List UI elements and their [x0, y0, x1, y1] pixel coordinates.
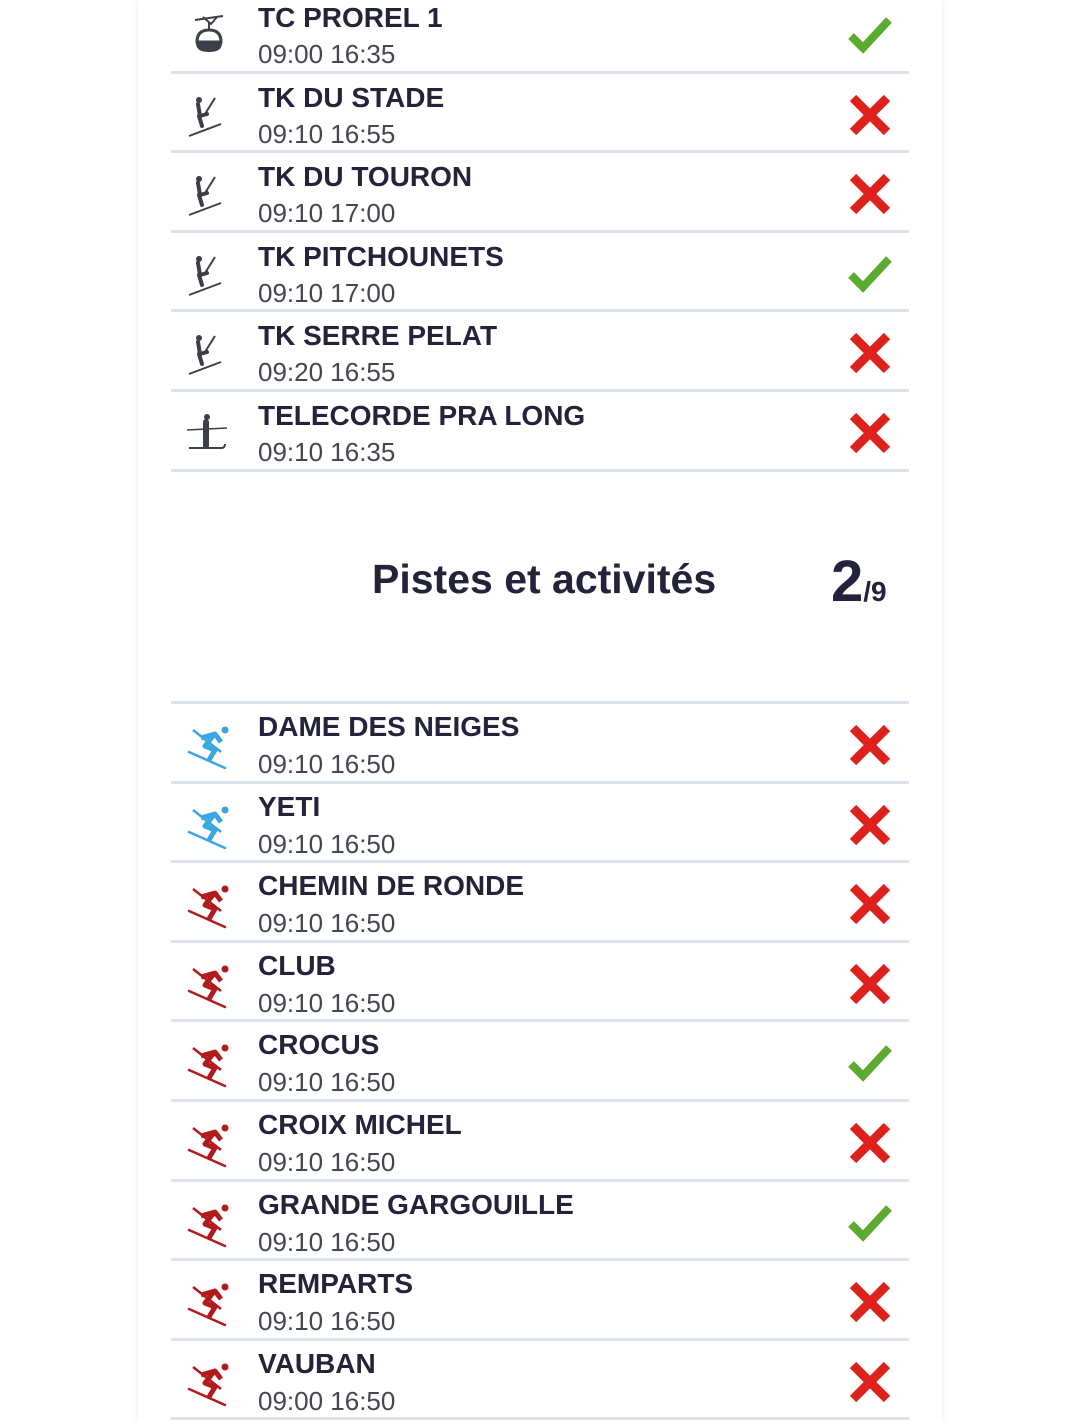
item-name: TK SERRE PELAT	[258, 320, 498, 352]
status-card	[138, 0, 942, 1421]
item-hours: 09:00 16:35	[258, 39, 396, 69]
list-item[interactable]: CHEMIN DE RONDE 09:10 16:50	[171, 863, 909, 943]
open-check-icon	[847, 1040, 893, 1086]
list-item[interactable]: CROCUS 09:10 16:50	[171, 1022, 909, 1102]
item-name: TK DU STADE	[258, 81, 445, 113]
item-name: CHEMIN DE RONDE	[258, 870, 525, 902]
item-hours: 09:10 17:00	[258, 198, 396, 229]
skier-icon	[185, 881, 233, 929]
skier-icon	[185, 1120, 233, 1168]
list-item[interactable]: TK DU STADE 09:10 16:55	[171, 74, 909, 154]
list-item[interactable]: TK SERRE PELAT 09:20 16:55	[171, 312, 909, 392]
item-name: GRANDE GARGOUILLE	[258, 1188, 574, 1220]
open-check-icon	[847, 1200, 893, 1246]
section-title: Pistes et activités	[372, 556, 717, 602]
item-hours: 09:10 16:50	[258, 1306, 396, 1337]
closed-cross-icon	[847, 171, 893, 217]
item-hours: 09:10 16:50	[258, 749, 396, 779]
list-item[interactable]: REMPARTS 09:10 16:50	[171, 1261, 909, 1341]
closed-cross-icon	[847, 881, 893, 927]
item-hours: 09:10 16:50	[258, 1067, 396, 1098]
open-check-icon	[847, 251, 893, 297]
list-item[interactable]: TK PITCHOUNETS 09:10 17:00	[171, 233, 909, 313]
list-item[interactable]: DAME DES NEIGES 09:10 16:50	[171, 704, 909, 784]
closed-cross-icon	[847, 802, 893, 848]
skier-icon	[185, 1200, 233, 1248]
item-name: CROIX MICHEL	[258, 1108, 462, 1140]
item-hours: 09:10 16:55	[258, 118, 396, 149]
gondola-icon	[185, 12, 233, 60]
item-name: TC PROREL 1	[258, 2, 443, 33]
lifts-list: TC PROREL 1 09:00 16:35 TK DU STADE 09:1…	[171, 0, 909, 472]
item-name: TELECORDE PRA LONG	[258, 399, 586, 431]
closed-cross-icon	[847, 330, 893, 376]
surface-lift-icon	[185, 171, 233, 219]
item-hours: 09:00 16:50	[258, 1385, 396, 1416]
closed-cross-icon	[847, 1120, 893, 1166]
item-hours: 09:10 16:50	[258, 908, 396, 939]
closed-cross-icon	[847, 722, 893, 768]
item-name: DAME DES NEIGES	[258, 711, 520, 742]
item-name: CLUB	[258, 949, 336, 981]
list-item[interactable]: TELECORDE PRA LONG 09:10 16:35	[171, 392, 909, 472]
skier-icon	[185, 722, 233, 770]
surface-lift-icon	[185, 251, 233, 299]
item-name: TK PITCHOUNETS	[258, 240, 504, 272]
open-count: 2/9	[831, 548, 887, 615]
list-item[interactable]: TC PROREL 1 09:00 16:35	[171, 0, 909, 74]
skier-icon	[185, 802, 233, 850]
surface-lift-icon	[185, 92, 233, 140]
closed-cross-icon	[847, 961, 893, 1007]
skier-icon	[185, 1359, 233, 1407]
item-hours: 09:10 16:50	[258, 828, 396, 859]
item-hours: 09:10 16:50	[258, 987, 396, 1018]
closed-cross-icon	[847, 410, 893, 456]
item-hours: 09:20 16:55	[258, 357, 396, 388]
surface-lift-icon	[185, 330, 233, 378]
item-name: TK DU TOURON	[258, 161, 473, 193]
skier-icon	[185, 1040, 233, 1088]
list-item[interactable]: GRANDE GARGOUILLE 09:10 16:50	[171, 1182, 909, 1262]
list-item[interactable]: CLUB 09:10 16:50	[171, 943, 909, 1023]
list-item[interactable]: YETI 09:10 16:50	[171, 784, 909, 864]
closed-cross-icon	[847, 92, 893, 138]
total-count: /9	[863, 576, 887, 607]
pistes-list: DAME DES NEIGES 09:10 16:50 YETI 09:10 1…	[171, 701, 909, 1421]
closed-cross-icon	[847, 1279, 893, 1325]
item-hours: 09:10 16:50	[258, 1226, 396, 1257]
rope-tow-icon	[185, 410, 233, 458]
item-hours: 09:10 16:35	[258, 436, 396, 467]
item-name: VAUBAN	[258, 1347, 376, 1379]
list-item[interactable]: TK DU TOURON 09:10 17:00	[171, 153, 909, 233]
item-hours: 09:10 16:50	[258, 1146, 396, 1177]
item-name: CROCUS	[258, 1029, 380, 1061]
skier-icon	[185, 1279, 233, 1327]
skier-icon	[185, 961, 233, 1009]
closed-cross-icon	[847, 1359, 893, 1405]
item-name: YETI	[258, 790, 321, 822]
item-name: REMPARTS	[258, 1268, 414, 1300]
open-count-value: 2	[831, 549, 864, 614]
list-item[interactable]: VAUBAN 09:00 16:50	[171, 1341, 909, 1421]
open-check-icon	[847, 12, 893, 58]
list-item[interactable]: CROIX MICHEL 09:10 16:50	[171, 1102, 909, 1182]
item-hours: 09:10 17:00	[258, 277, 396, 308]
